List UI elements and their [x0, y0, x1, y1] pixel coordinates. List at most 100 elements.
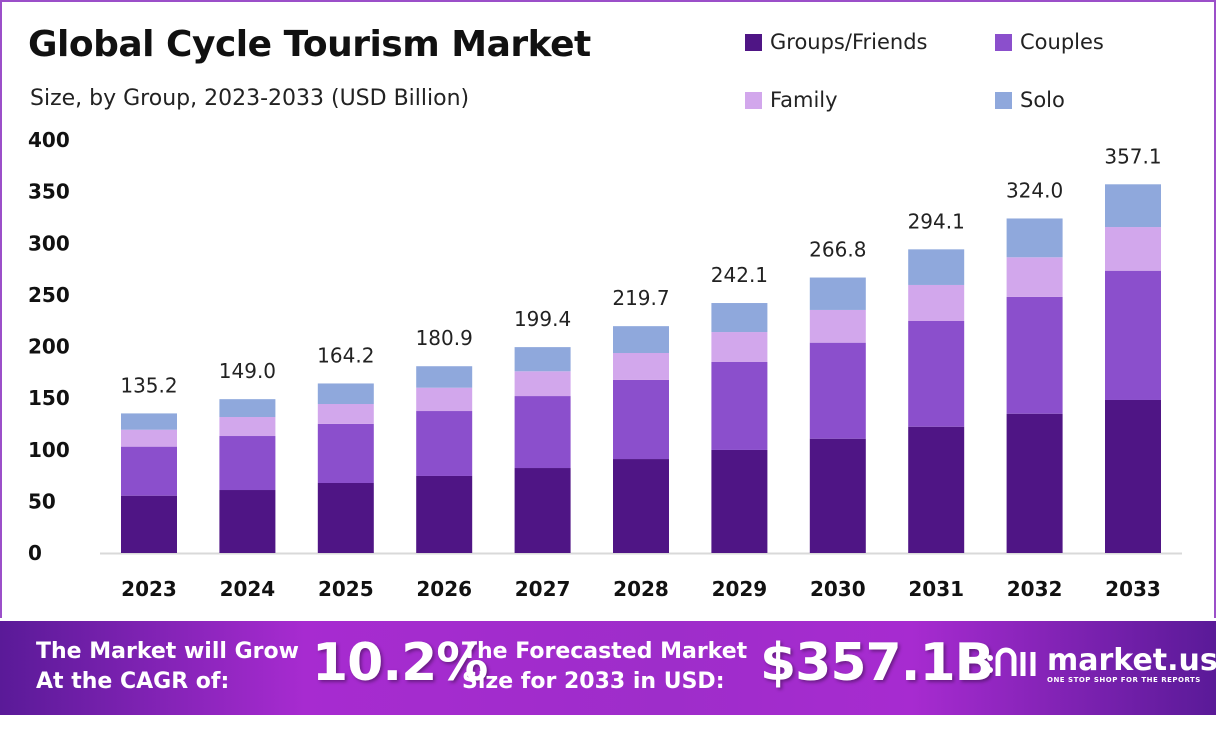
bar-segment	[1105, 270, 1161, 400]
data-label: 180.9	[416, 326, 473, 350]
y-tick-label: 150	[28, 386, 70, 410]
x-tick-label: 2033	[1105, 577, 1161, 601]
x-tick-label: 2023	[121, 577, 177, 601]
legend-swatch	[745, 33, 762, 51]
legend-item-family: Family	[745, 88, 995, 112]
y-tick-label: 200	[28, 335, 70, 359]
bar-segment	[121, 495, 177, 553]
bar-segment	[317, 404, 374, 424]
bar-segment	[416, 387, 473, 412]
bar-segment	[121, 429, 177, 447]
x-tick-label: 2031	[908, 577, 964, 601]
bar-segment	[416, 475, 473, 553]
bar-segment	[121, 413, 177, 430]
y-tick-label: 400	[28, 128, 70, 152]
x-tick-label: 2027	[515, 577, 571, 601]
bar-segment	[317, 423, 374, 483]
bar-segment	[317, 383, 374, 405]
bar-segment	[514, 371, 571, 397]
x-tick-label: 2026	[416, 577, 472, 601]
forecast-label: The Forecasted Market Size for 2033 in US…	[462, 637, 747, 697]
bar-segment	[514, 396, 571, 469]
chart-frame	[0, 0, 1216, 618]
cagr-value: 10.2%	[312, 633, 488, 693]
legend-label: Groups/Friends	[770, 30, 928, 54]
bar-segment	[809, 309, 866, 343]
bar-segment	[908, 426, 965, 553]
bar-segment	[908, 320, 965, 427]
x-tick-label: 2024	[220, 577, 276, 601]
cagr-label-line: At the CAGR of:	[36, 669, 230, 694]
bar-segment	[613, 353, 669, 380]
data-label: 324.0	[1006, 178, 1063, 202]
bar-segment	[1105, 227, 1161, 271]
y-tick-label: 100	[28, 438, 70, 462]
legend: Groups/Friends Couples Family Solo	[745, 30, 1165, 112]
bar-segment	[809, 342, 866, 439]
bar-segment	[908, 249, 965, 285]
x-tick-label: 2028	[613, 577, 669, 601]
chart-title: Global Cycle Tourism Market	[28, 24, 591, 65]
bar-segment	[219, 417, 276, 437]
data-label: 357.1	[1104, 144, 1161, 168]
bar-segment	[1006, 218, 1063, 258]
bar-segment	[514, 468, 571, 553]
bar-segment	[514, 347, 571, 372]
bar-segment	[1006, 413, 1063, 553]
bar-segment	[416, 411, 473, 476]
x-tick-label: 2025	[318, 577, 374, 601]
bar-segment	[711, 361, 768, 450]
bar-segment	[1006, 296, 1063, 414]
legend-swatch	[995, 91, 1012, 109]
cagr-label: The Market will Grow At the CAGR of:	[36, 637, 299, 697]
cagr-label-line: The Market will Grow	[36, 639, 299, 664]
brand-tagline: ONE STOP SHOP FOR THE REPORTS	[1047, 676, 1201, 684]
chart-subtitle: Size, by Group, 2023-2033 (USD Billion)	[30, 86, 470, 111]
bar-segment	[416, 366, 473, 388]
bar-segment	[121, 446, 177, 496]
bar-segment	[809, 277, 866, 310]
y-tick-label: 0	[28, 541, 42, 565]
bar-segment	[809, 438, 866, 553]
forecast-label-line: Size for 2033 in USD:	[462, 669, 725, 694]
legend-item-groups: Groups/Friends	[745, 30, 995, 54]
bar-segment	[613, 326, 669, 354]
legend-label: Family	[770, 88, 838, 112]
data-label: 135.2	[120, 373, 177, 397]
data-label: 164.2	[317, 343, 374, 367]
data-label: 294.1	[908, 209, 965, 233]
legend-item-solo: Solo	[995, 88, 1165, 112]
bar-segment	[1105, 184, 1161, 228]
bar-segment	[613, 379, 669, 460]
legend-swatch	[745, 91, 762, 109]
bar-segment	[219, 399, 276, 418]
legend-label: Solo	[1020, 88, 1065, 112]
bar-segment	[711, 449, 768, 553]
bar-segment	[711, 303, 768, 333]
data-label: 199.4	[514, 307, 571, 331]
y-tick-label: 350	[28, 180, 70, 204]
bar-segment	[317, 482, 374, 553]
x-tick-label: 2032	[1007, 577, 1063, 601]
legend-item-couples: Couples	[995, 30, 1165, 54]
legend-swatch	[995, 33, 1012, 51]
bar-segment	[1105, 399, 1161, 553]
data-label: 266.8	[809, 238, 866, 262]
legend-label: Couples	[1020, 30, 1104, 54]
brand-name: market.us	[1047, 643, 1216, 678]
data-label: 242.1	[711, 263, 768, 287]
x-tick-label: 2029	[712, 577, 768, 601]
bar-segment	[1006, 257, 1063, 297]
y-tick-label: 250	[28, 283, 70, 307]
summary-banner: The Market will Grow At the CAGR of: 10.2…	[0, 621, 1216, 715]
forecast-label-line: The Forecasted Market	[462, 639, 748, 664]
bar-segment	[711, 332, 768, 362]
bar-segment	[219, 436, 276, 491]
bar-segment	[908, 284, 965, 321]
data-label: 219.7	[612, 286, 669, 310]
x-tick-label: 2030	[810, 577, 866, 601]
market-us-logo-icon	[987, 647, 1036, 676]
bar-chart: 0 50 100 150 200 250 300 350 400 135.2 2023 149.0 20…	[28, 128, 1182, 601]
brand-logo: market.us ONE STOP SHOP FOR THE REPORTS	[985, 643, 1216, 684]
bar-segment	[219, 490, 276, 553]
